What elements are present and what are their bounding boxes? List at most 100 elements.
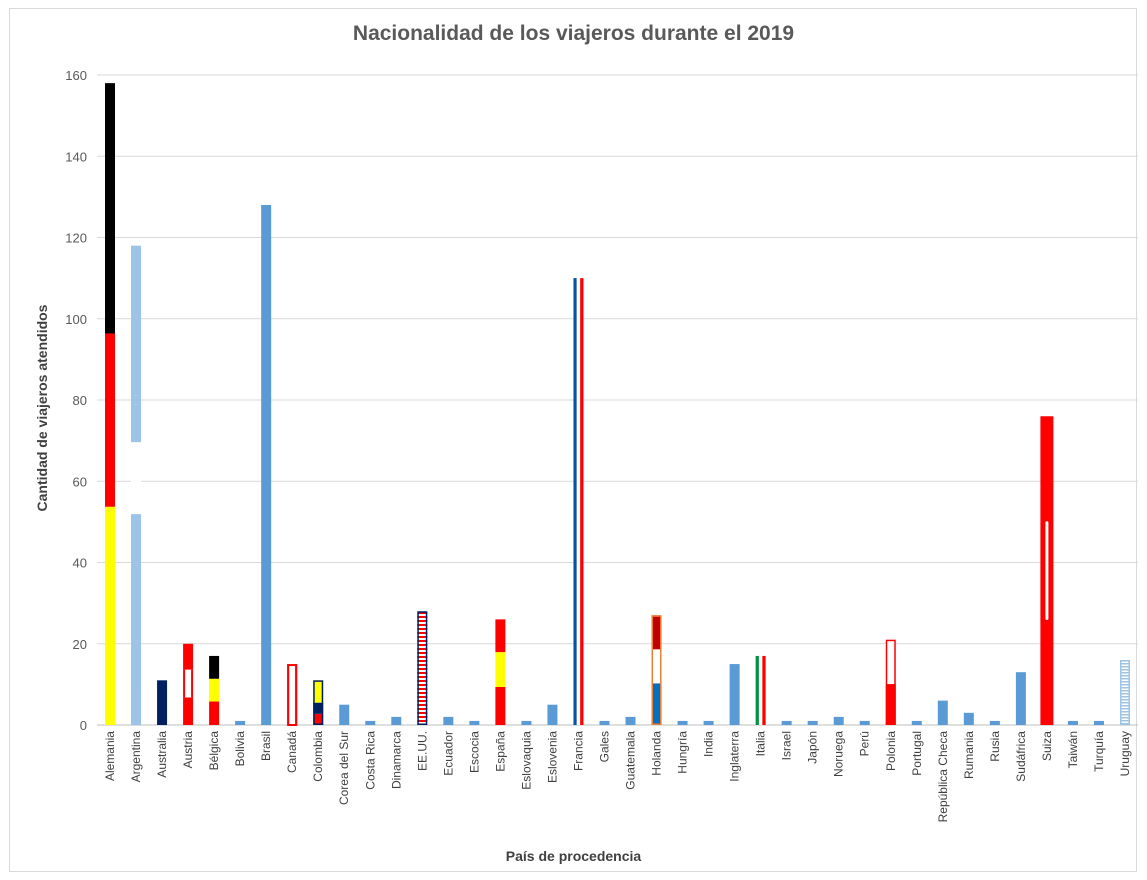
y-tick-label: 0: [80, 718, 87, 733]
bar-taiwan: [1067, 720, 1078, 725]
x-tick-label: Brasil: [259, 731, 273, 761]
bar-hungria: [677, 720, 688, 725]
bar-italia: [755, 655, 766, 725]
x-tick-label: República Checa: [936, 731, 950, 823]
x-tick-label: Inglaterra: [728, 731, 742, 782]
x-tick-label: Australia: [155, 731, 169, 778]
chart-title: Nacionalidad de los viajeros durante el …: [352, 22, 795, 45]
bar-espana: [495, 619, 506, 725]
bar-fill: [391, 716, 402, 725]
bar-segment: [580, 278, 584, 725]
bar-segment: [495, 652, 506, 687]
bar-segment: [313, 680, 324, 703]
bar-segment: [755, 655, 759, 725]
x-tick-label: Polonia: [884, 731, 898, 771]
bar-segment: [651, 683, 662, 725]
bar-costa-rica: [365, 720, 376, 725]
x-tick-label: Rusia: [988, 731, 1002, 762]
bar-segment: [185, 669, 192, 698]
bar-segment: [313, 713, 324, 725]
bar-inglaterra: [729, 664, 740, 725]
y-tick-label: 120: [65, 231, 87, 246]
bar-fill: [625, 716, 636, 725]
bar-segment: [209, 678, 220, 702]
bar-segment: [209, 701, 220, 725]
bar-outline: [651, 615, 662, 725]
bar-segment: [885, 639, 896, 685]
x-tick-label: Eslovenia: [545, 731, 559, 783]
x-tick-label: Holanda: [650, 731, 664, 776]
bar-brasil: [261, 205, 272, 725]
x-tick-label: Bélgica: [207, 731, 221, 771]
bar-fill: [859, 720, 870, 725]
bar-dinamarca: [391, 716, 402, 725]
bar-japon: [807, 720, 818, 725]
x-tick-label: España: [493, 731, 507, 772]
x-tick-label: Turquía: [1092, 731, 1106, 772]
x-tick-label: Colombia: [311, 731, 325, 782]
bar-alemania: [105, 83, 116, 725]
bar-fill: [963, 712, 974, 725]
x-tick-labels: Alemania Argentina Australia Austria Bélgica…: [103, 731, 1132, 823]
y-tick-label: 40: [73, 556, 87, 571]
bar-segment: [651, 615, 662, 650]
bar-fill: [729, 664, 740, 725]
bar-gales: [599, 720, 610, 725]
bar-ee-uu: [417, 611, 428, 725]
bar-bolivia: [235, 720, 246, 725]
bar-australia: [157, 680, 168, 725]
x-tick-label: Corea del Sur: [337, 731, 351, 805]
bar-segment: [105, 83, 116, 334]
bar-fill: [469, 720, 480, 725]
bar-guatemala: [625, 716, 636, 725]
bar-segment: [573, 278, 577, 725]
bar-fill: [989, 720, 1000, 725]
x-tick-label: Uruguay: [1118, 731, 1132, 776]
bar-fill: [703, 720, 714, 725]
x-tick-label: Hungría: [676, 731, 690, 774]
bar-eslovenia: [547, 704, 558, 725]
y-tick-label: 140: [65, 149, 87, 164]
x-tick-label: Costa Rica: [363, 731, 377, 790]
x-tick-label: Bolivia: [233, 731, 247, 767]
x-tick-label: Escocia: [467, 731, 481, 773]
bar-segment: [191, 669, 194, 698]
bar-sudafrica: [1015, 672, 1026, 725]
bar-uruguay: [1119, 660, 1130, 725]
bar-fill: [521, 720, 532, 725]
gridlines: [97, 74, 1138, 726]
x-tick-label: Israel: [780, 731, 794, 760]
bar-segment: [289, 664, 296, 725]
bar-segment: [576, 278, 581, 725]
bar-fill: [547, 704, 558, 725]
bar-eslovaquia: [521, 720, 532, 725]
x-tick-label: Ecuador: [441, 731, 455, 776]
bar-fill: [807, 720, 818, 725]
bar-outline: [313, 680, 324, 725]
bar-fill: [235, 720, 246, 725]
bar-fill: [443, 716, 454, 725]
bar-portugal: [911, 720, 922, 725]
x-tick-label: Taiwán: [1066, 731, 1080, 768]
y-tick-labels: 0 20 40 60 80 100 120 140 160: [65, 68, 87, 733]
bar-francia: [573, 278, 584, 725]
bar-fill: [937, 700, 948, 725]
x-tick-label: Gales: [597, 731, 611, 762]
bar-fill: [1015, 672, 1026, 725]
bar-peru: [859, 720, 870, 725]
bar-india: [703, 720, 714, 725]
bar-segment: [1045, 521, 1049, 621]
bar-turquia: [1093, 720, 1104, 725]
bar-polonia: [885, 639, 896, 725]
x-tick-label: Canadá: [285, 731, 299, 773]
bar-segment: [131, 514, 142, 725]
bar-segment: [131, 442, 142, 515]
bar-outline: [287, 664, 298, 726]
bar-fill: [339, 704, 350, 725]
bar-fill: [911, 720, 922, 725]
x-tick-label: Alemania: [103, 731, 117, 781]
bar-fill: [833, 716, 844, 725]
x-tick-label: Argentina: [129, 731, 143, 783]
bar-segment: [131, 245, 142, 443]
bar-segment: [105, 506, 116, 725]
